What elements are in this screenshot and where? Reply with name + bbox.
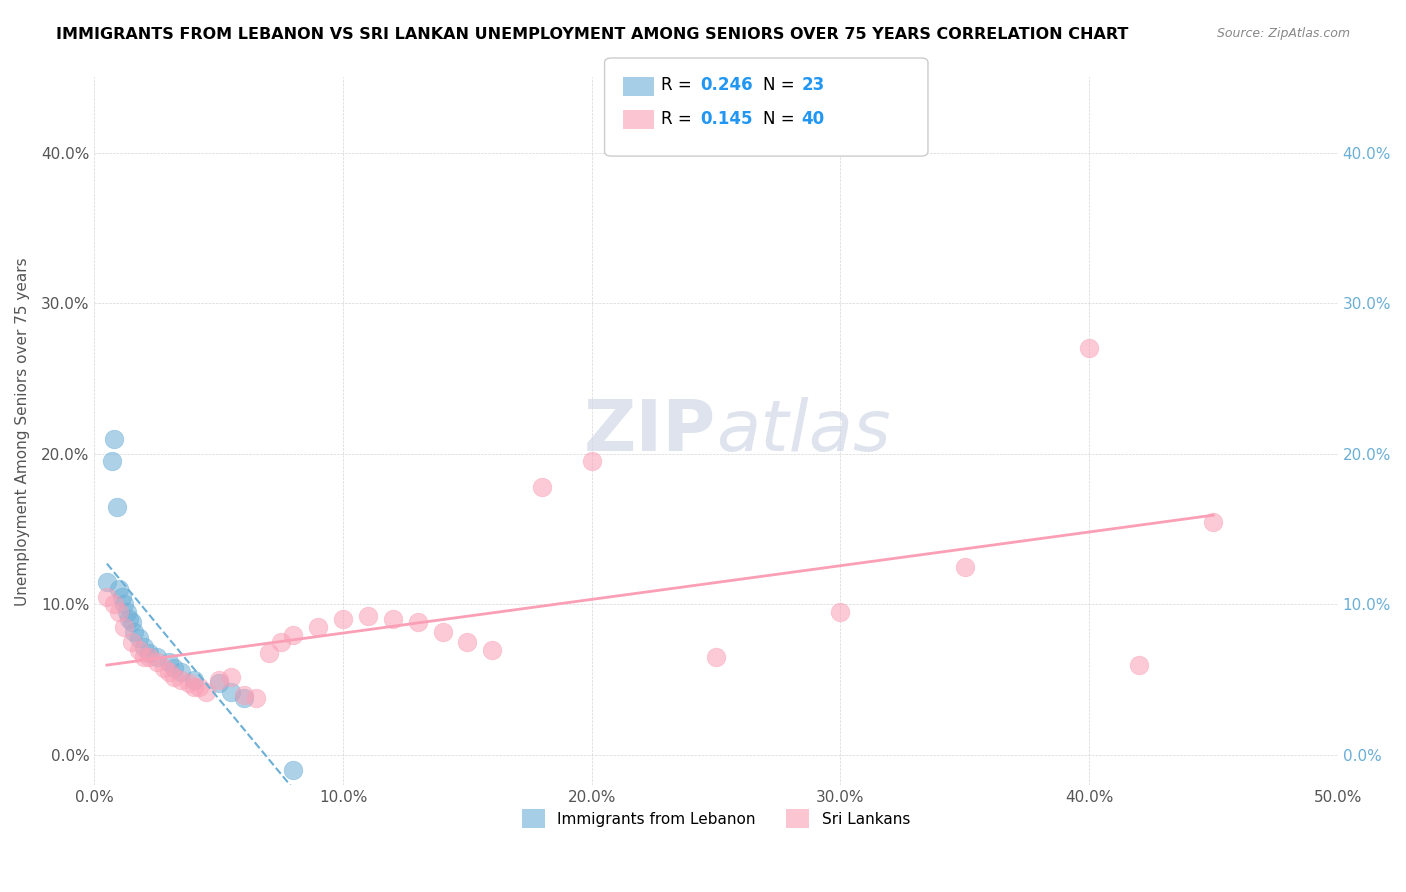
Point [101,454,124,468]
Point [145,655,167,669]
Point [111,590,134,604]
Point [245,690,267,705]
Point [121,635,143,649]
Text: atlas: atlas [716,397,890,466]
Point [432,624,454,639]
Point [232,690,254,705]
Point [103,598,125,612]
Point [381,612,404,626]
Point [232,688,254,702]
Legend: Immigrants from Lebanon, Sri Lankans: Immigrants from Lebanon, Sri Lankans [516,803,917,834]
Point [138,646,160,660]
Point [270,635,292,649]
Point [187,680,209,694]
Point [456,635,478,649]
Text: IMMIGRANTS FROM LEBANON VS SRI LANKAN UNEMPLOYMENT AMONG SENIORS OVER 75 YEARS C: IMMIGRANTS FROM LEBANON VS SRI LANKAN UN… [56,27,1129,42]
Point [112,598,135,612]
Point [128,642,150,657]
Point [530,480,553,494]
Point [96,590,118,604]
Point [953,559,976,574]
Point [128,631,150,645]
Point [1202,515,1225,529]
Point [96,574,118,589]
Point [307,620,329,634]
Point [208,675,231,690]
Point [163,660,186,674]
Point [105,500,128,514]
Point [163,670,186,684]
Point [157,655,180,669]
Point [115,605,138,619]
Point [257,646,280,660]
Text: ZIP: ZIP [583,397,716,466]
Text: R =: R = [661,76,697,94]
Point [1128,657,1150,672]
Y-axis label: Unemployment Among Seniors over 75 years: Unemployment Among Seniors over 75 years [15,257,30,606]
Point [219,670,242,684]
Point [112,620,135,634]
Point [108,605,131,619]
Point [581,454,603,468]
Point [183,673,205,687]
Point [406,615,429,630]
Point [830,605,852,619]
Point [219,684,242,698]
Point [1078,342,1101,356]
Text: 40: 40 [801,110,824,128]
Point [183,680,205,694]
Text: N =: N = [763,76,800,94]
Point [704,650,727,665]
Point [195,684,218,698]
Text: 0.145: 0.145 [700,110,752,128]
Point [138,650,160,665]
Point [481,642,503,657]
Point [121,615,143,630]
Text: 23: 23 [801,76,825,94]
Point [134,650,156,665]
Point [170,665,193,680]
Point [108,582,131,597]
Text: R =: R = [661,110,697,128]
Point [122,624,145,639]
Point [332,612,354,626]
Point [357,609,380,624]
Point [153,660,176,674]
Point [157,665,180,680]
Point [177,675,200,690]
Point [208,673,231,687]
Point [118,612,141,626]
Point [170,673,193,687]
Point [134,640,156,654]
Point [145,650,167,665]
Point [103,432,125,446]
Point [283,627,305,641]
Text: 0.246: 0.246 [700,76,752,94]
Text: Source: ZipAtlas.com: Source: ZipAtlas.com [1216,27,1350,40]
Point [283,763,305,777]
Text: N =: N = [763,110,800,128]
